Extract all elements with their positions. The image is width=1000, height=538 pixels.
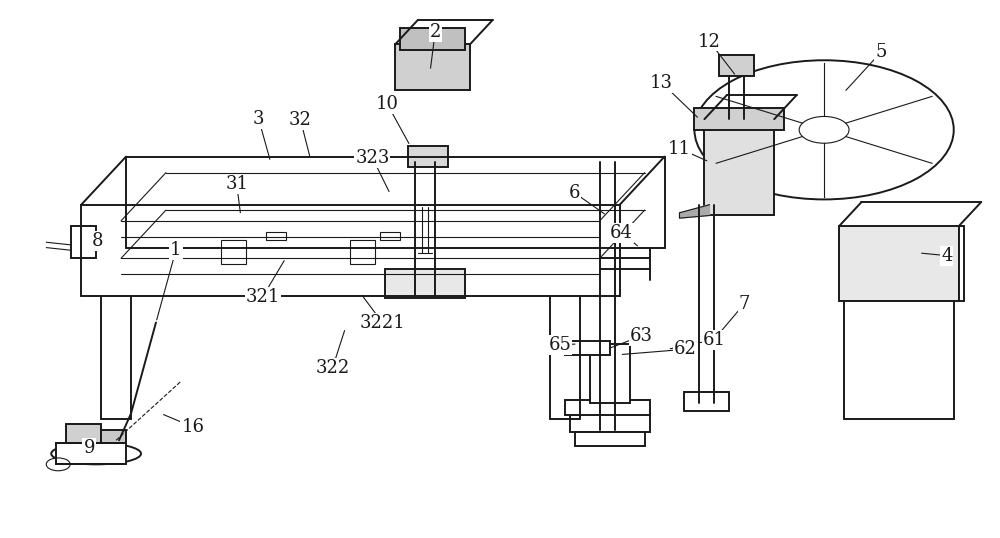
Text: 65: 65 bbox=[548, 336, 571, 354]
FancyBboxPatch shape bbox=[694, 109, 784, 130]
FancyBboxPatch shape bbox=[844, 301, 954, 419]
Text: 7: 7 bbox=[739, 295, 750, 313]
Text: 64: 64 bbox=[610, 224, 633, 242]
FancyBboxPatch shape bbox=[66, 424, 101, 443]
FancyBboxPatch shape bbox=[400, 28, 465, 49]
FancyBboxPatch shape bbox=[590, 344, 630, 403]
FancyBboxPatch shape bbox=[350, 239, 375, 264]
Text: 3: 3 bbox=[253, 110, 264, 128]
Text: 2: 2 bbox=[429, 23, 441, 41]
Text: 8: 8 bbox=[91, 232, 103, 250]
Text: 321: 321 bbox=[245, 288, 280, 306]
FancyBboxPatch shape bbox=[221, 239, 246, 264]
Text: 62: 62 bbox=[674, 340, 697, 358]
FancyBboxPatch shape bbox=[704, 119, 774, 216]
Text: 4: 4 bbox=[941, 246, 952, 265]
FancyBboxPatch shape bbox=[719, 55, 754, 76]
FancyBboxPatch shape bbox=[570, 414, 650, 432]
FancyBboxPatch shape bbox=[56, 443, 126, 464]
Text: 12: 12 bbox=[698, 32, 721, 51]
FancyBboxPatch shape bbox=[565, 400, 650, 415]
FancyBboxPatch shape bbox=[395, 44, 470, 90]
Text: 61: 61 bbox=[703, 331, 726, 349]
FancyBboxPatch shape bbox=[71, 226, 96, 258]
Text: 322: 322 bbox=[315, 359, 350, 377]
Text: 31: 31 bbox=[225, 175, 248, 194]
FancyBboxPatch shape bbox=[408, 146, 448, 167]
Text: 3221: 3221 bbox=[359, 314, 405, 331]
FancyBboxPatch shape bbox=[380, 231, 400, 239]
FancyBboxPatch shape bbox=[101, 429, 126, 443]
Text: 63: 63 bbox=[630, 327, 653, 345]
FancyBboxPatch shape bbox=[385, 269, 465, 299]
FancyBboxPatch shape bbox=[266, 231, 286, 239]
Text: 323: 323 bbox=[355, 148, 390, 167]
Text: 32: 32 bbox=[289, 111, 312, 129]
Text: 16: 16 bbox=[181, 418, 204, 436]
FancyBboxPatch shape bbox=[575, 432, 645, 445]
Text: 1: 1 bbox=[170, 241, 182, 259]
FancyBboxPatch shape bbox=[839, 226, 959, 301]
Text: 6: 6 bbox=[569, 184, 581, 202]
Text: 9: 9 bbox=[83, 440, 95, 457]
Text: 5: 5 bbox=[875, 43, 887, 61]
FancyBboxPatch shape bbox=[684, 392, 729, 411]
FancyBboxPatch shape bbox=[959, 226, 964, 301]
Text: 13: 13 bbox=[650, 74, 673, 92]
Text: 10: 10 bbox=[376, 95, 399, 113]
Text: 11: 11 bbox=[668, 139, 691, 158]
FancyBboxPatch shape bbox=[565, 341, 610, 355]
Polygon shape bbox=[680, 205, 709, 218]
